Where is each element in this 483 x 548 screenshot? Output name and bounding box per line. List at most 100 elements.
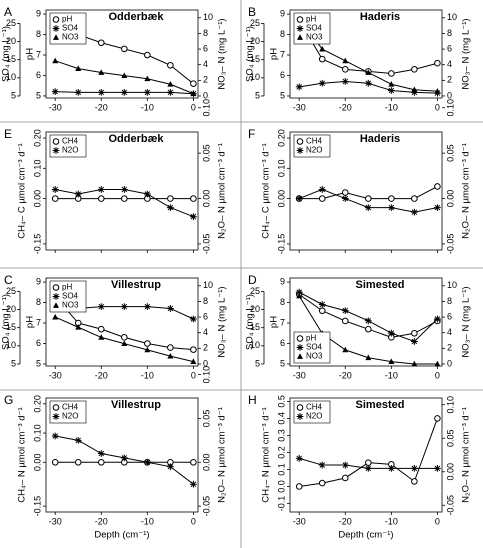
y2-tick-label: -0.05: [201, 234, 211, 255]
y-tick-label: 0.0: [276, 480, 286, 493]
marker-star: [433, 465, 441, 472]
y2-tick-label: 8: [203, 28, 208, 38]
y-tick-label: 0.20: [32, 395, 42, 413]
y3-tick-label: 20: [250, 36, 260, 46]
marker-star: [295, 83, 303, 91]
marker-star: [433, 315, 441, 323]
marker-star: [364, 317, 372, 325]
marker-triangle: [98, 334, 105, 340]
y-tick-label: -0.15: [32, 234, 42, 255]
marker-star: [166, 88, 174, 96]
y-tick-label: 0.00: [32, 454, 42, 472]
legend-marker: [296, 404, 304, 411]
y-tick-label: 0.10: [32, 424, 42, 442]
y3-axis-label: SO₄ (mg L⁻¹): [245, 26, 256, 82]
y2-tick-label: 0.00: [201, 190, 211, 208]
legend-marker: [52, 147, 60, 154]
marker-triangle: [296, 292, 303, 299]
plot-frame: [45, 131, 199, 251]
marker-circle: [318, 195, 326, 202]
marker-circle: [144, 51, 151, 59]
marker-circle: [411, 195, 418, 202]
marker-star: [51, 432, 59, 440]
y2-axis-label: N₂O– N µmol cm⁻³ d⁻¹: [217, 143, 228, 239]
y-tick-label: 7: [280, 49, 285, 59]
y-tick-label: 6: [36, 70, 41, 80]
y-tick-label: 8: [280, 29, 285, 39]
panel-letter: G: [4, 393, 13, 407]
y-tick-label: 5: [36, 90, 41, 100]
y3-axis-label: SO₄ (mg L⁻¹): [245, 294, 256, 350]
legend-marker: [52, 16, 60, 23]
x-tick-label: 0: [191, 102, 196, 112]
y2-tick-label: 4: [203, 327, 208, 337]
legend-label: pH: [306, 334, 316, 343]
legend-label: NO3: [306, 352, 323, 361]
marker-star: [120, 186, 128, 193]
legend-label: pH: [62, 283, 72, 292]
legend-label: NO3: [62, 33, 79, 42]
marker-star: [387, 329, 395, 337]
marker-triangle: [319, 45, 326, 52]
x-tick-label: -10: [141, 370, 154, 380]
x-tick-label: 0: [435, 370, 440, 380]
marker-star: [433, 204, 441, 212]
legend-label: CH4: [306, 137, 323, 146]
marker-star: [189, 213, 197, 221]
marker-star: [97, 88, 105, 96]
panel-title: Simested: [356, 279, 405, 291]
legend-marker: [52, 404, 60, 411]
marker-circle: [190, 459, 197, 466]
marker-star: [189, 480, 197, 488]
marker-circle: [97, 195, 105, 202]
y2-axis-label: NO₃– N (mg L⁻¹): [461, 286, 472, 357]
marker-circle: [411, 478, 418, 485]
legend-marker: [52, 284, 60, 291]
panel-letter: B: [248, 5, 256, 19]
y-tick-label: 0.3: [276, 429, 286, 442]
y-tick-label: 0.00: [32, 190, 42, 208]
marker-star: [143, 88, 151, 96]
panel-letter: C: [4, 273, 13, 287]
y2-tick-label: 10: [203, 280, 213, 290]
marker-star: [318, 79, 326, 87]
legend-marker: [296, 147, 304, 154]
marker-star: [120, 88, 128, 96]
marker-triangle: [121, 72, 128, 79]
plot-frame: [45, 277, 199, 367]
marker-star: [74, 436, 82, 444]
x-tick-label: -20: [339, 370, 352, 380]
marker-star: [51, 88, 59, 96]
x-tick-label: 0: [191, 370, 196, 380]
y2-tick-label: 6: [447, 311, 452, 321]
y2-axis-label: N₂O– N µmol cm⁻³ d⁻¹: [461, 407, 472, 503]
x-tick-label: -30: [293, 516, 306, 526]
marker-triangle: [144, 75, 151, 82]
y-axis-label: CH₄– C µmol cm⁻³ d⁻¹: [261, 143, 272, 238]
y-tick-label: 7: [36, 317, 41, 327]
y3-tick-label: 25: [6, 286, 16, 296]
y-tick-label: 9: [36, 8, 41, 18]
y2-tick-label: 0.10: [445, 396, 455, 414]
x-tick-label: -30: [49, 516, 62, 526]
marker-triangle: [121, 340, 128, 347]
marker-star: [295, 454, 303, 462]
y2-tick-label: 2: [203, 75, 208, 85]
marker-triangle: [434, 360, 441, 367]
marker-triangle: [365, 354, 372, 361]
legend-label: N2O: [306, 412, 322, 421]
y2-tick-label: 8: [447, 296, 452, 306]
y2-tick-label: 0.05: [445, 429, 455, 447]
marker-star: [318, 301, 326, 308]
marker-star: [97, 450, 105, 457]
legend-marker: [296, 413, 304, 420]
series-line: [299, 418, 438, 487]
plot-frame: [289, 397, 443, 513]
y-tick-label: 0.20: [32, 129, 42, 147]
y3-axis-label: SO₄ (mg L⁻¹): [1, 26, 12, 82]
marker-circle: [167, 195, 174, 202]
x-tick-label: -30: [293, 102, 306, 112]
x-axis-label: Depth (cm⁻¹): [338, 530, 393, 541]
marker-triangle: [434, 88, 441, 94]
